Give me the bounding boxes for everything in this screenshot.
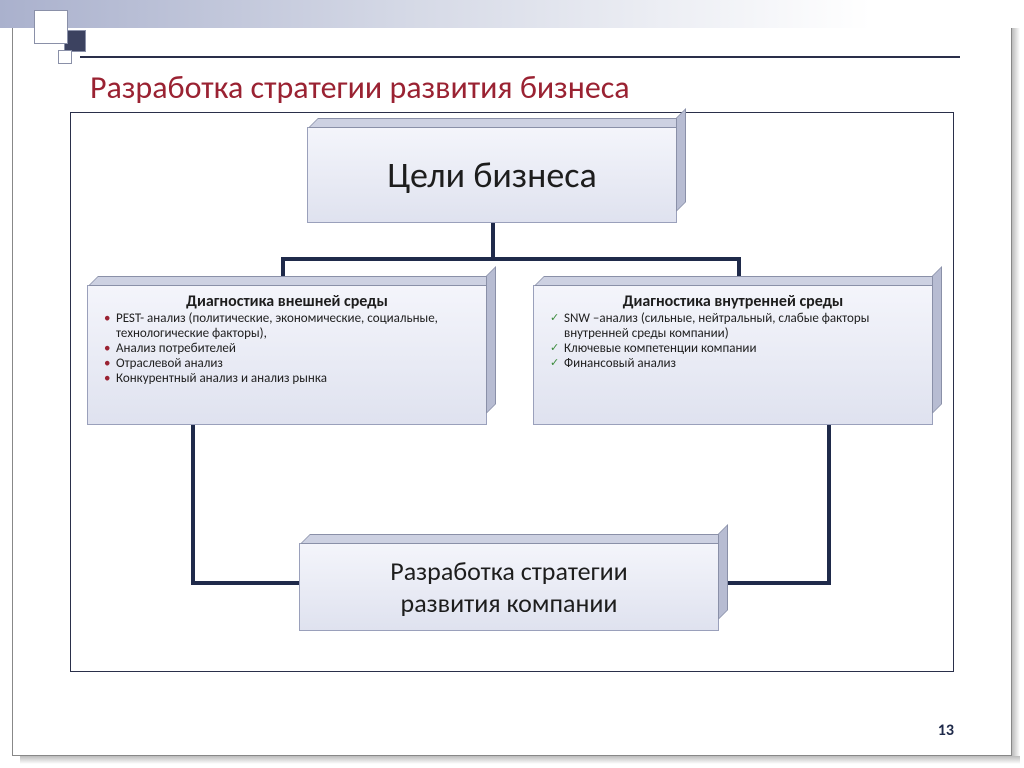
node-external-diagnostics: Диагностика внешней среды PEST- анализ (… — [87, 285, 487, 425]
connector-line — [281, 257, 741, 261]
slide-shadow-right — [1012, 20, 1020, 760]
node-strategy-line2: развития компании — [401, 587, 618, 619]
internal-item: Финансовый анализ — [550, 356, 922, 371]
node-internal-heading: Диагностика внутренней среды — [544, 292, 922, 311]
connector-line — [717, 581, 831, 585]
connector-line — [827, 425, 831, 585]
header-gradient-bar — [0, 0, 1024, 28]
external-item: Анализ потребителей — [104, 341, 476, 356]
diagram-frame: Цели бизнеса Диагностика внешней среды P… — [70, 112, 954, 672]
logo-square-small — [58, 50, 72, 64]
connector-line — [191, 581, 301, 585]
external-item: Конкурентный анализ и анализ рынка — [104, 371, 476, 386]
node-root: Цели бизнеса — [307, 127, 677, 223]
external-item: PEST- анализ (политические, экономически… — [104, 311, 476, 341]
slide-shadow-bottom — [20, 756, 1020, 764]
connector-line — [491, 223, 495, 259]
logo-square-large — [34, 10, 68, 44]
connector-line — [191, 425, 195, 585]
node-root-label: Цели бизнеса — [387, 153, 596, 197]
header-divider — [80, 56, 960, 58]
page-number: 13 — [938, 721, 954, 740]
node-strategy-line1: Разработка стратегии — [390, 555, 627, 587]
node-strategy-development: Разработка стратегии развития компании — [299, 543, 719, 631]
slide-title: Разработка стратегии развития бизнеса — [90, 68, 630, 107]
internal-item: Ключевые компетенции компании — [550, 341, 922, 356]
node-external-heading: Диагностика внешней среды — [98, 292, 476, 311]
node-internal-diagnostics: Диагностика внутренней среды SNW –анализ… — [533, 285, 933, 425]
external-item: Отраслевой анализ — [104, 356, 476, 371]
internal-item: SNW –анализ (сильные, нейтральный, слабы… — [550, 311, 922, 341]
